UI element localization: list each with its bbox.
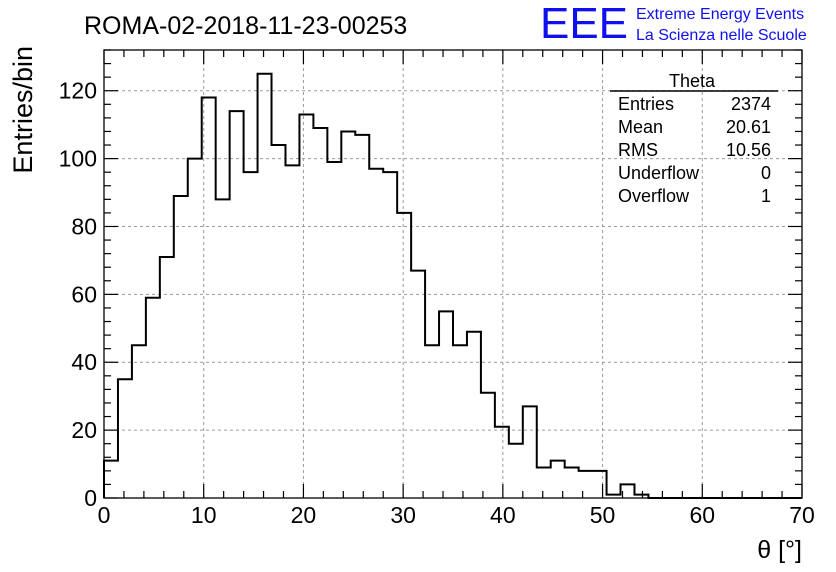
logo-line1: Extreme Energy Events <box>636 6 804 23</box>
histogram-bin <box>383 172 397 498</box>
x-tick-label: 10 <box>191 502 217 528</box>
histogram-bin <box>369 169 383 498</box>
histogram-bin <box>118 379 132 498</box>
histogram-bin <box>467 332 481 498</box>
stats-label: Overflow <box>618 186 690 206</box>
histogram-bin <box>355 135 369 498</box>
logo: EEE Extreme Energy Events La Scienza nel… <box>540 0 807 48</box>
stats-value: 20.61 <box>726 117 771 137</box>
y-tick-label: 0 <box>84 485 97 511</box>
histogram-bin <box>258 74 272 498</box>
histogram-bin <box>593 471 607 498</box>
histogram-bin <box>523 406 537 498</box>
plot-frame <box>103 49 803 499</box>
histogram-bin <box>495 427 509 498</box>
stats-value: 0 <box>761 163 771 183</box>
x-tick-label: 40 <box>490 502 516 528</box>
histogram-bin <box>481 393 495 498</box>
histogram-bin <box>272 145 286 498</box>
x-tick-label: 50 <box>590 502 616 528</box>
histogram-bin <box>146 298 160 498</box>
stats-value: 10.56 <box>726 140 771 160</box>
histogram-bin <box>565 467 579 498</box>
stats-label: RMS <box>618 140 658 160</box>
logo-line2: La Scienza nelle Scuole <box>636 27 807 44</box>
histogram-bin <box>509 444 523 498</box>
y-tick-label: 100 <box>59 146 97 172</box>
y-tick-label: 60 <box>71 281 97 307</box>
histogram-bin <box>230 111 244 498</box>
stats-label: Mean <box>618 117 663 137</box>
y-tick-label: 20 <box>71 417 97 443</box>
histogram-bin <box>411 271 425 498</box>
histogram-bin <box>299 114 313 498</box>
histogram-bin <box>132 345 146 498</box>
logo-mark: EEE <box>540 0 628 48</box>
histogram-bin <box>174 196 188 498</box>
chart-title: ROMA-02-2018-11-23-00253 <box>84 12 407 40</box>
histogram-bins <box>103 72 802 499</box>
stats-value: 2374 <box>731 94 771 114</box>
histogram-bin <box>216 199 230 498</box>
x-tick-label: 20 <box>291 502 317 528</box>
histogram-bin <box>327 162 341 498</box>
histogram-bin <box>537 467 551 498</box>
stats-box: Theta Entries 2374 Mean 20.61 RMS 10.56 Underf… <box>610 71 778 206</box>
histogram-bin <box>341 131 355 498</box>
histogram-bin <box>313 128 327 498</box>
stats-value: 1 <box>761 186 771 206</box>
y-tick-labels: 0 20 40 60 80 100 120 <box>59 78 97 511</box>
x-axis-label: θ [°] <box>757 536 802 564</box>
x-tick-label: 60 <box>689 502 715 528</box>
histogram-bin <box>244 172 258 498</box>
histogram-bin <box>285 165 299 498</box>
grid-lines <box>104 50 802 498</box>
axis-ticks <box>103 49 803 499</box>
x-tick-label: 30 <box>390 502 416 528</box>
histogram-bin <box>104 461 118 498</box>
histogram-bin <box>425 345 439 498</box>
x-tick-labels: 0 10 20 30 40 50 60 70 <box>98 502 815 528</box>
histogram-bin <box>160 257 174 498</box>
x-tick-label: 0 <box>98 502 111 528</box>
stats-label: Underflow <box>618 163 700 183</box>
histogram-bin <box>188 159 202 498</box>
histogram-bin <box>439 311 453 498</box>
histogram-bin <box>453 345 467 498</box>
histogram-outline <box>103 72 802 499</box>
y-tick-label: 80 <box>71 213 97 239</box>
histogram-bin <box>397 213 411 498</box>
y-tick-label: 40 <box>71 349 97 375</box>
stats-title: Theta <box>669 71 716 91</box>
y-tick-label: 120 <box>59 78 97 104</box>
stats-label: Entries <box>618 94 674 114</box>
y-axis-label: Entries/bin <box>8 46 38 174</box>
x-tick-label: 70 <box>789 502 815 528</box>
histogram-bin <box>579 471 593 498</box>
